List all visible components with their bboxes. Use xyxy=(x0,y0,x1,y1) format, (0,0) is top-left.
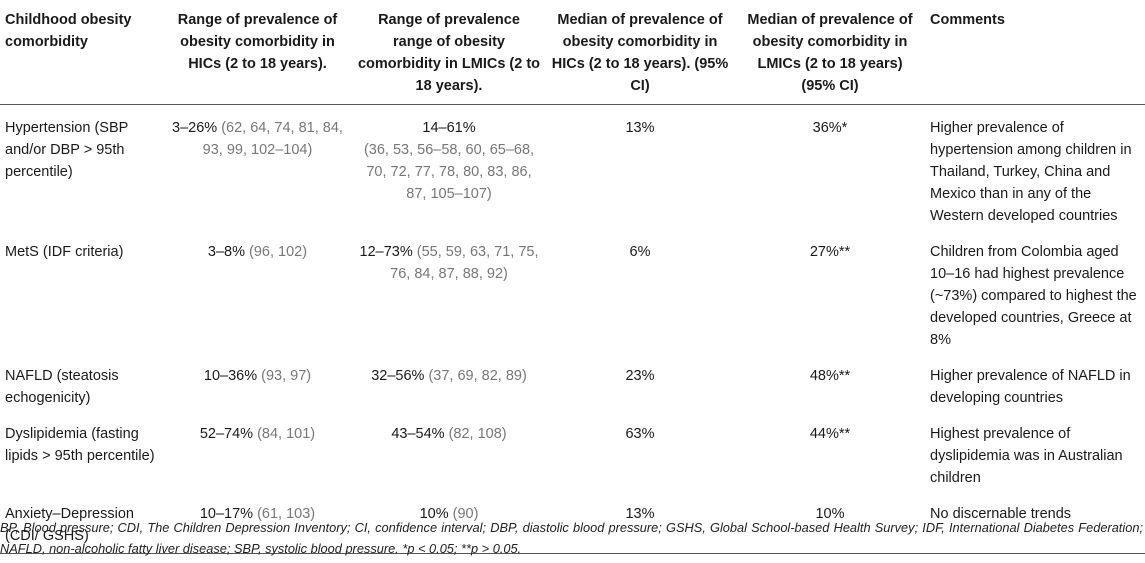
reference-list[interactable]: (82, 108) xyxy=(448,426,507,442)
range-value: 3–8% xyxy=(207,244,245,260)
cell-hic-range: 10–36% (93, 97) xyxy=(162,356,352,414)
cell-hic-range: 52–74% (84, 101) xyxy=(162,414,352,494)
table-row: MetS (IDF criteria) 3–8% (96, 102) 12–73… xyxy=(0,232,1145,356)
cell-comment: Higher prevalence of hypertension among … xyxy=(930,120,1132,224)
range-value: 52–74% xyxy=(199,426,254,442)
header-hic-median: Median of prevalence of obesity comorbid… xyxy=(545,0,734,105)
cell-hic-median: 6% xyxy=(629,244,651,260)
reference-list[interactable]: (96, 102) xyxy=(249,244,308,260)
cell-hic-range: 3–8% (96, 102) xyxy=(162,232,352,356)
table-row: Hypertension (SBP and/or DBP > 95th perc… xyxy=(0,105,1145,233)
cell-hic-median: 23% xyxy=(625,368,655,384)
cell-lmic-range: 12–73% (55, 59, 63, 71, 75, 76, 84, 87, … xyxy=(352,232,545,356)
table-row: Anxiety–Depression (CDI/ GSHS) 10–17% (6… xyxy=(0,494,1145,554)
cell-hic-range: 3–26% (62, 64, 74, 81, 84, 93, 99, 102–1… xyxy=(162,105,352,233)
header-lmic-range: Range of prevalence range of obesity com… xyxy=(352,0,545,105)
cell-lmic-median: 10% xyxy=(734,494,925,554)
range-value: 32–56% xyxy=(371,368,425,384)
reference-list[interactable]: (93, 97) xyxy=(261,368,312,384)
cell-hic-range: 10–17% (61, 103) xyxy=(162,494,352,554)
cell-comment: Highest prevalence of dyslipidemia was i… xyxy=(930,426,1123,486)
header-hic-range: Range of prevalence of obesity comorbidi… xyxy=(162,0,352,105)
table-row: NAFLD (steatosis echogenicity) 10–36% (9… xyxy=(0,356,1145,414)
header-condition: Childhood obesity comorbidity xyxy=(0,0,162,105)
cell-lmic-range: 32–56% (37, 69, 82, 89) xyxy=(352,356,545,414)
reference-list[interactable]: (36, 53, 56–58, 60, 65–68, 70, 72, 77, 7… xyxy=(363,142,535,202)
cell-condition: Anxiety–Depression (CDI/ GSHS) xyxy=(0,494,162,554)
table-row: Dyslipidemia (fasting lipids > 95th perc… xyxy=(0,414,1145,494)
cell-hic-median: 13% xyxy=(625,120,655,136)
cell-condition: MetS (IDF criteria) xyxy=(5,244,124,260)
header-row: Childhood obesity comorbidity Range of p… xyxy=(0,0,1145,105)
cell-comment: Higher prevalence of NAFLD in developing… xyxy=(930,368,1131,406)
cell-comment: Children from Colombia aged 10–16 had hi… xyxy=(930,244,1137,348)
range-value: 10–36% xyxy=(203,368,258,384)
cell-lmic-range: 43–54% (82, 108) xyxy=(352,414,545,494)
cell-condition: NAFLD (steatosis echogenicity) xyxy=(5,368,119,406)
cell-condition: Hypertension (SBP and/or DBP > 95th perc… xyxy=(5,120,129,180)
cell-hic-median: 13% xyxy=(545,494,734,554)
range-value: 43–54% xyxy=(391,426,445,442)
cell-lmic-median: 48%** xyxy=(809,368,851,384)
reference-list[interactable]: (62, 64, 74, 81, 84, 93, 99, 102–104) xyxy=(202,120,343,158)
reference-list[interactable]: (61, 103) xyxy=(257,506,316,522)
cell-lmic-median: 27%** xyxy=(809,244,851,260)
reference-list[interactable]: (37, 69, 82, 89) xyxy=(428,368,527,384)
cell-lmic-median: 36%* xyxy=(812,120,848,136)
cell-hic-median: 63% xyxy=(625,426,655,442)
reference-list[interactable]: (90) xyxy=(452,506,479,522)
cell-lmic-range: 14–61% (36, 53, 56–58, 60, 65–68, 70, 72,… xyxy=(352,105,545,233)
cell-comment: No discernable trends xyxy=(925,494,1145,554)
header-lmic-median: Median of prevalence of obesity comorbid… xyxy=(734,0,925,105)
range-value: 12–73% xyxy=(359,244,413,260)
range-value: 3–26% xyxy=(172,120,218,136)
reference-list[interactable]: (55, 59, 63, 71, 75, 76, 84, 87, 88, 92) xyxy=(390,244,539,282)
cell-lmic-median: 44%** xyxy=(809,426,851,442)
table-footnote: BP, Blood pressure; CDI, The Children De… xyxy=(0,520,1143,556)
reference-list[interactable]: (84, 101) xyxy=(257,426,316,442)
range-value: 10% xyxy=(419,506,449,522)
cell-condition: Dyslipidemia (fasting lipids > 95th perc… xyxy=(5,426,155,464)
header-comments: Comments xyxy=(925,0,1145,105)
cell-lmic-range: 10% (90) xyxy=(352,494,545,554)
range-value: 14–61% xyxy=(422,120,476,136)
range-value: 10–17% xyxy=(199,506,254,522)
